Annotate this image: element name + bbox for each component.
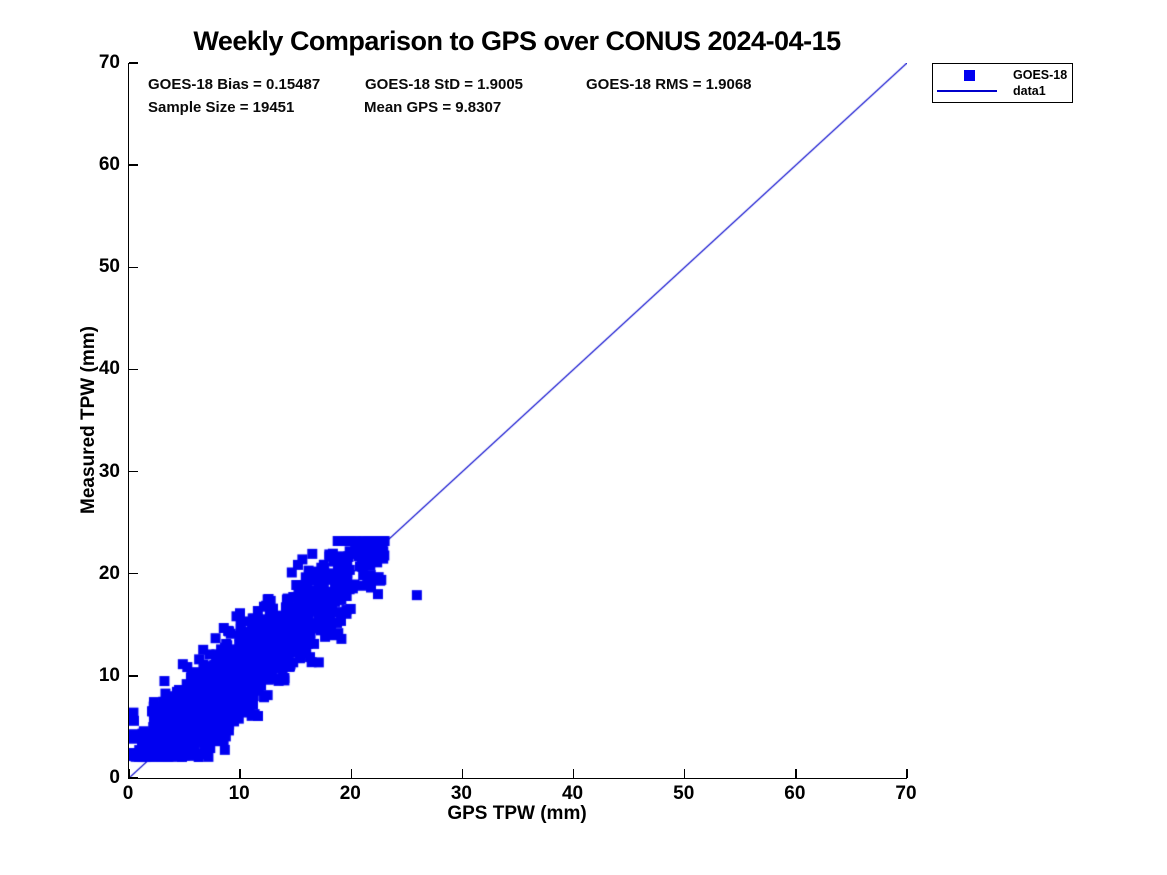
y-tick-label: 60 <box>98 154 120 176</box>
y-tick-mark <box>129 470 138 473</box>
x-tick-label: 30 <box>450 783 472 804</box>
scatter-canvas <box>129 63 907 778</box>
legend-entry-goes18: GOES-18 <box>933 67 1072 83</box>
legend-line-icon <box>937 90 997 92</box>
x-tick-mark <box>795 769 797 778</box>
x-tick-label: 70 <box>895 783 917 804</box>
x-axis-label: GPS TPW (mm) <box>447 803 587 824</box>
plot-area <box>128 62 908 779</box>
y-tick-mark <box>129 164 138 166</box>
chart-title: Weekly Comparison to GPS over CONUS 2024… <box>193 26 841 56</box>
y-tick-mark <box>129 675 138 677</box>
x-tick-mark <box>128 769 130 778</box>
y-tick-label: 30 <box>98 460 120 482</box>
y-tick-label: 70 <box>98 52 120 73</box>
x-tick-label: 60 <box>784 783 806 804</box>
legend: GOES-18 data1 <box>932 63 1073 103</box>
x-tick-mark <box>572 769 575 778</box>
legend-entry-data1: data1 <box>933 83 1072 99</box>
legend-square-marker-icon <box>963 69 975 81</box>
y-tick-mark <box>129 266 138 268</box>
legend-label-data1: data1 <box>1013 84 1046 98</box>
x-tick-label: 20 <box>339 783 361 804</box>
y-axis-label: Measured TPW (mm) <box>78 326 99 514</box>
x-tick-label: 10 <box>228 783 250 804</box>
legend-symbol-cell <box>933 69 1005 81</box>
x-tick-label: 50 <box>673 783 695 804</box>
y-tick-label: 10 <box>98 664 120 686</box>
y-tick-mark <box>129 368 138 371</box>
x-tick-mark <box>239 769 241 778</box>
legend-label-goes18: GOES-18 <box>1013 68 1068 82</box>
y-tick-label: 40 <box>98 358 120 380</box>
x-tick-label: 0 <box>122 783 134 804</box>
x-tick-mark <box>461 769 464 778</box>
y-tick-label: 50 <box>98 256 120 278</box>
y-tick-mark <box>129 62 138 64</box>
legend-symbol-cell <box>933 90 1005 92</box>
x-tick-mark <box>684 769 686 778</box>
y-tick-mark <box>129 777 138 779</box>
y-tick-label: 20 <box>98 562 120 584</box>
x-tick-mark <box>350 769 352 778</box>
y-tick-label: 0 <box>109 767 120 788</box>
y-tick-mark <box>129 573 138 575</box>
x-tick-mark <box>906 769 908 778</box>
x-tick-label: 40 <box>561 783 584 804</box>
